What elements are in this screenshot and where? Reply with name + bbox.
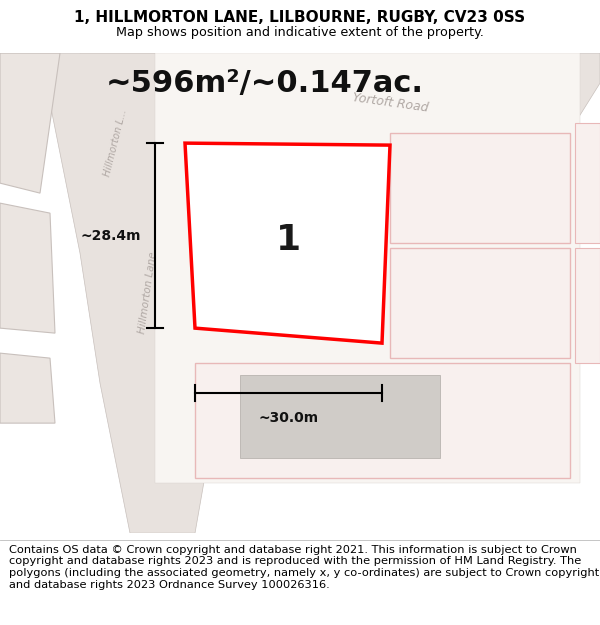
Polygon shape [390, 248, 570, 358]
Text: 1: 1 [275, 223, 301, 257]
Text: Map shows position and indicative extent of the property.: Map shows position and indicative extent… [116, 26, 484, 39]
Text: 1, HILLMORTON LANE, LILBOURNE, RUGBY, CV23 0SS: 1, HILLMORTON LANE, LILBOURNE, RUGBY, CV… [74, 9, 526, 24]
Polygon shape [390, 133, 570, 243]
Text: ~596m²/~0.147ac.: ~596m²/~0.147ac. [106, 69, 424, 98]
Text: Hillmorton Lane: Hillmorton Lane [137, 251, 159, 335]
Polygon shape [0, 353, 55, 423]
Text: Contains OS data © Crown copyright and database right 2021. This information is : Contains OS data © Crown copyright and d… [9, 545, 599, 589]
Polygon shape [155, 53, 580, 483]
Polygon shape [0, 53, 60, 193]
Text: ~30.0m: ~30.0m [259, 411, 319, 425]
Text: Yortoft Road: Yortoft Road [351, 91, 429, 115]
Polygon shape [220, 165, 360, 313]
Polygon shape [0, 203, 55, 333]
Polygon shape [80, 53, 600, 193]
Text: ~28.4m: ~28.4m [80, 229, 141, 242]
Polygon shape [195, 363, 570, 478]
Polygon shape [40, 53, 230, 533]
Polygon shape [240, 375, 440, 458]
Text: Hillmorton L...: Hillmorton L... [102, 109, 128, 177]
Polygon shape [575, 123, 600, 243]
Polygon shape [185, 143, 390, 343]
Polygon shape [575, 248, 600, 363]
